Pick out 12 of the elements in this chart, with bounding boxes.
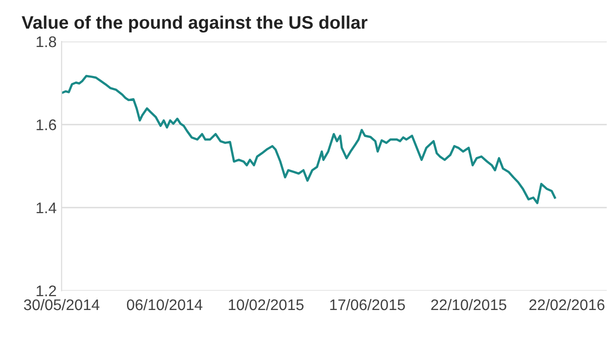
x-tick-label: 30/05/2014	[24, 298, 100, 310]
chart-title: Value of the pound against the US dollar	[22, 16, 368, 32]
y-tick-label: 1.8	[36, 36, 56, 48]
x-tick-label: 22/10/2015	[431, 298, 506, 310]
line-series	[62, 74, 556, 204]
y-tick-label: 1.4	[36, 202, 56, 214]
y-tick-label: 1.6	[36, 119, 56, 130]
x-tick-label: 10/02/2015	[228, 298, 304, 310]
x-tick-label: 17/06/2015	[330, 298, 405, 310]
y-tick-label: 1.2	[36, 286, 56, 296]
x-tick-label: 06/10/2014	[126, 298, 202, 310]
x-tick-label: 22/02/2016	[529, 298, 604, 310]
